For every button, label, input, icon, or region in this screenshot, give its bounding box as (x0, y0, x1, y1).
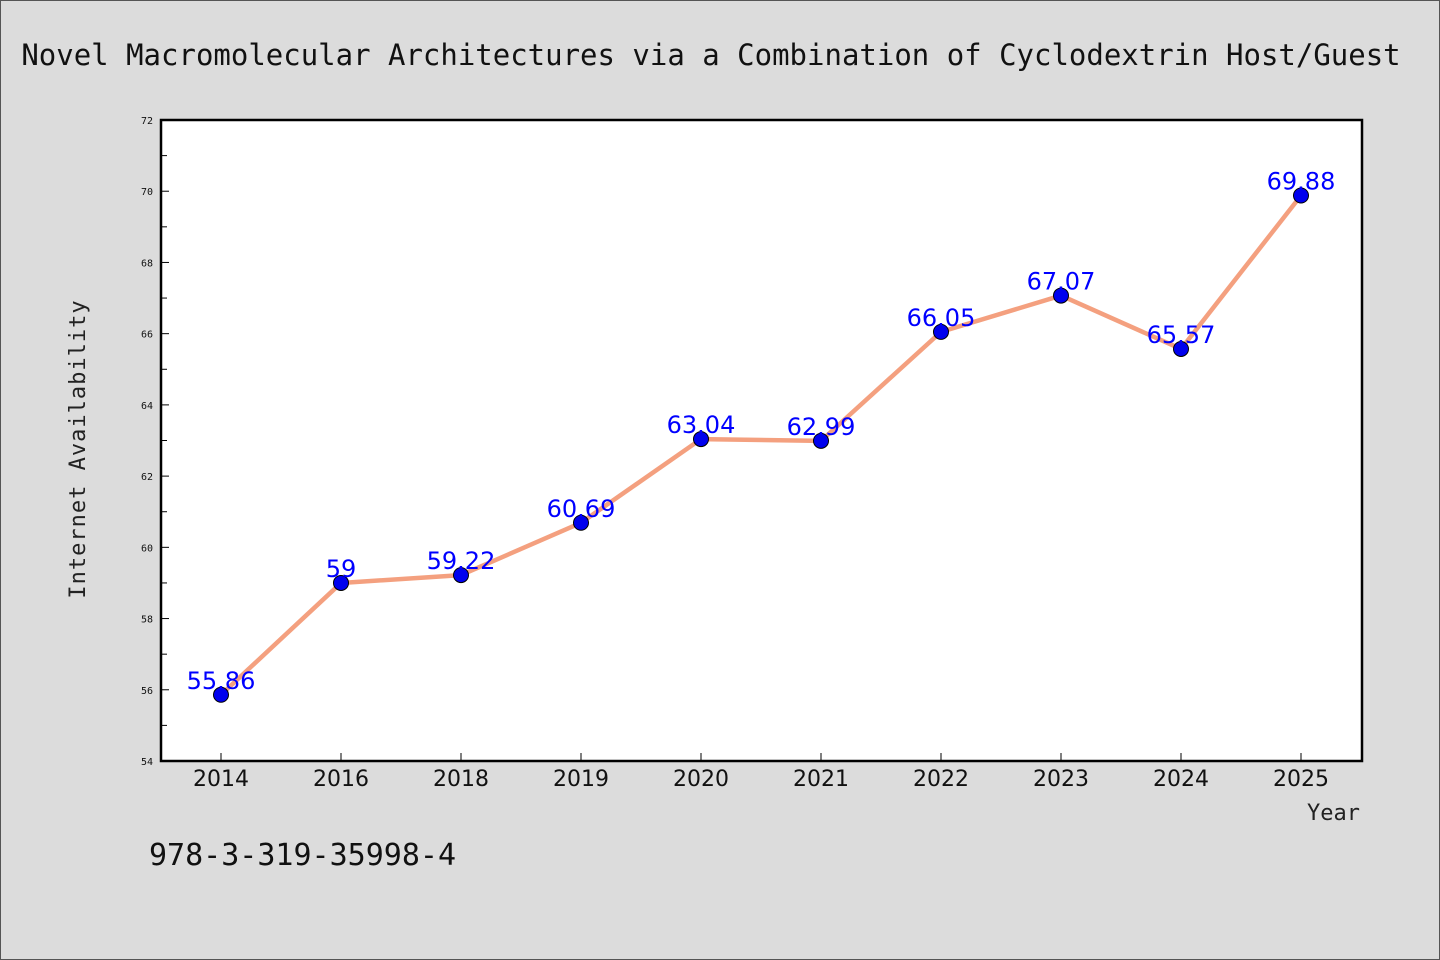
y-tick-label: 70 (141, 187, 153, 198)
data-label: 67.07 (1027, 268, 1096, 296)
data-label: 66.05 (907, 304, 976, 332)
y-axis-label: Internet Availability (66, 299, 91, 598)
y-tick-label: 68 (141, 258, 153, 269)
y-tick-label: 58 (141, 615, 153, 626)
data-point (453, 567, 469, 584)
series-layer: 55.86 59 59.22 60.69 63.04 62.99 66.05 67.07 65.… (187, 167, 1336, 703)
x-axis-label: Year (1307, 801, 1360, 826)
y-tick-label: 66 (141, 330, 153, 341)
data-point (333, 574, 349, 591)
series-line (219, 194, 1303, 697)
data-label: 63.04 (667, 411, 736, 439)
y-tick-label: 54 (141, 757, 153, 768)
y-axis: 54 56 58 60 62 64 66 68 70 72 (141, 116, 169, 768)
y-tick-label: 60 (141, 543, 153, 554)
data-label: 55.86 (187, 667, 256, 695)
data-point (573, 514, 589, 531)
y-tick-label: 64 (141, 401, 153, 412)
x-tick-label: 2020 (673, 767, 729, 792)
isbn-annotation: 978-3-319-35998-4 (149, 838, 456, 873)
data-point (213, 686, 229, 703)
data-point (933, 323, 949, 340)
data-label: 60.69 (547, 495, 616, 523)
x-tick-label: 2023 (1033, 767, 1089, 792)
x-tick-label: 2014 (193, 767, 249, 792)
x-tick-label: 2025 (1273, 767, 1329, 792)
x-tick-label: 2021 (793, 767, 849, 792)
data-label: 62.99 (787, 413, 856, 441)
data-label: 59.22 (427, 547, 496, 575)
y-tick-label: 62 (141, 472, 153, 483)
x-axis: 2014 2016 2018 2019 2020 2021 2022 2023 2024 2025 (193, 753, 1329, 792)
data-point (1173, 340, 1189, 357)
x-tick-label: 2019 (553, 767, 609, 792)
data-label: 65.57 (1147, 321, 1216, 349)
data-label: 59 (326, 555, 357, 583)
data-point (1293, 187, 1309, 204)
data-point (693, 431, 709, 448)
x-tick-label: 2024 (1153, 767, 1209, 792)
y-tick-label: 56 (141, 686, 153, 697)
data-label: 69.88 (1267, 167, 1336, 195)
x-tick-label: 2016 (313, 767, 369, 792)
data-point (1053, 287, 1069, 304)
x-tick-label: 2022 (913, 767, 969, 792)
y-tick-label: 72 (141, 116, 153, 127)
data-point (813, 432, 829, 449)
chart-title: Novel Macromolecular Architectures via a… (21, 38, 1400, 72)
x-tick-label: 2018 (433, 767, 489, 792)
